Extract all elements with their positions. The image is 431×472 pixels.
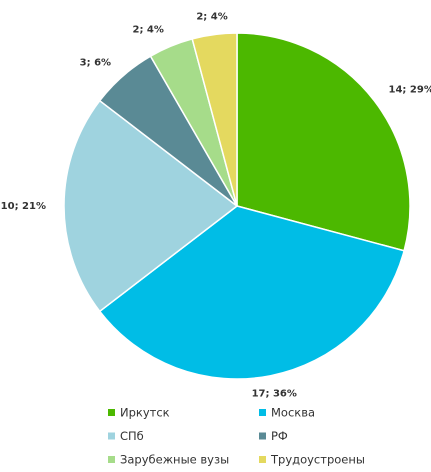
pie-slice [236, 32, 411, 252]
data-label: 2; 4% [132, 25, 163, 36]
legend-label: Трудоустроены [270, 453, 365, 467]
data-label: 10; 21% [1, 201, 46, 212]
legend-label: РФ [271, 429, 288, 443]
legend-swatch [259, 456, 266, 463]
legend-swatch [108, 432, 115, 440]
data-label: 2; 4% [196, 12, 227, 23]
data-label: 14; 29% [389, 85, 431, 96]
data-label: 17; 36% [252, 388, 297, 399]
legend-label: СПб [120, 429, 144, 443]
legend-swatch [108, 409, 115, 416]
legend-swatch [259, 432, 266, 440]
pie-slice [63, 99, 239, 313]
legend-label: Зарубежные вузы [120, 453, 229, 467]
data-label: 3; 6% [80, 57, 111, 68]
pie-slice [191, 32, 238, 207]
legend-swatch [108, 456, 115, 463]
pie-slice [98, 205, 406, 380]
legend-label: Москва [271, 406, 315, 420]
legend-swatch [259, 409, 266, 416]
legend-label: Иркутск [120, 406, 170, 420]
